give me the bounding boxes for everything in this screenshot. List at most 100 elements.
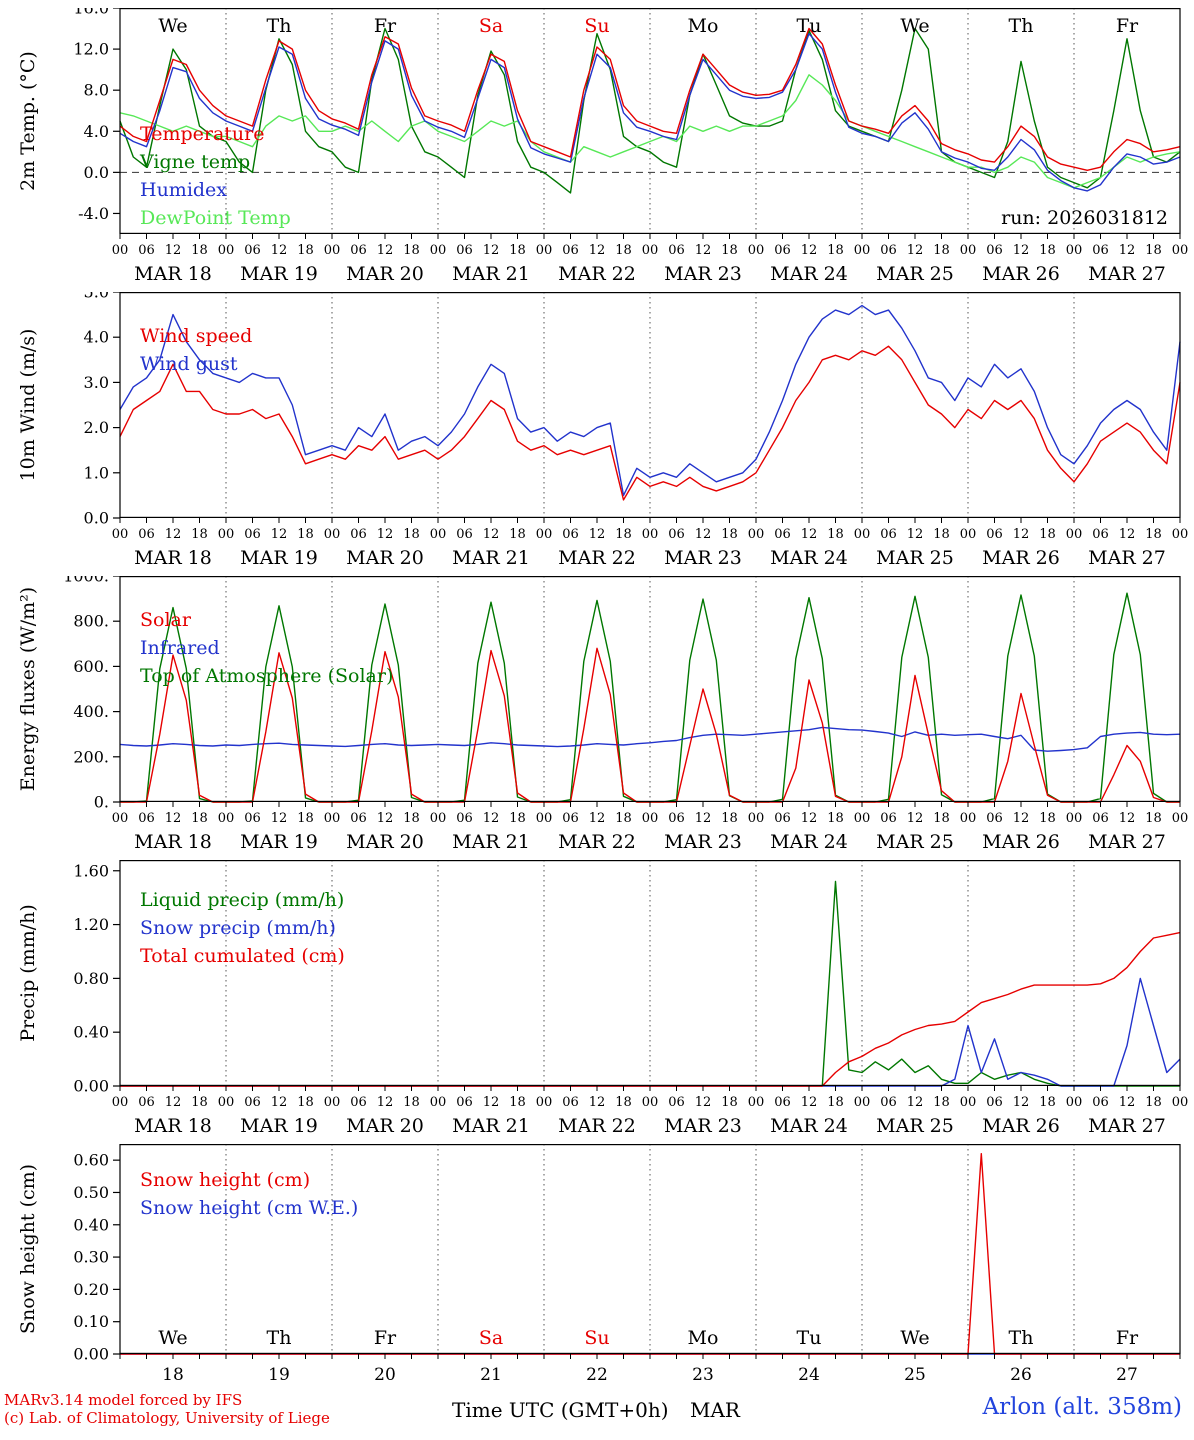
hour-tick-label: 00 — [1066, 1095, 1083, 1110]
series-top-of-atmosphere-solar-line — [120, 592, 1180, 803]
day-tick-label: MAR 20 — [346, 1115, 424, 1137]
station-label: Arlon (alt. 358m) — [982, 1394, 1182, 1420]
hour-tick-label: 06 — [774, 527, 791, 542]
hour-tick-label: 12 — [589, 243, 606, 258]
hour-tick-label: 12 — [377, 1095, 394, 1110]
hour-tick-label: 00 — [536, 1095, 553, 1110]
hour-tick-label: 00 — [642, 1095, 659, 1110]
hour-tick-label: 00 — [960, 811, 977, 826]
day-number-label: 20 — [374, 1365, 396, 1385]
hour-tick-label: 06 — [1092, 1095, 1109, 1110]
legend-total-cumulated-cm: Total cumulated (cm) — [140, 945, 345, 967]
day-tick-label: MAR 27 — [1088, 547, 1166, 569]
y-axis-title: 10m Wind (m/s) — [17, 329, 39, 482]
hour-tick-label: 06 — [986, 1095, 1003, 1110]
hour-tick-label: 00 — [1066, 527, 1083, 542]
day-name-label: Sa — [479, 15, 503, 37]
day-tick-label: MAR 23 — [664, 831, 742, 853]
hour-tick-label: 18 — [297, 811, 314, 826]
day-tick-label: MAR 25 — [876, 1115, 954, 1137]
hour-tick-label: 00 — [112, 1095, 129, 1110]
hour-tick-label: 06 — [456, 243, 473, 258]
hour-tick-label: 00 — [1172, 527, 1189, 542]
hour-tick-label: 12 — [801, 1095, 818, 1110]
x-axis-title: Time UTC (GMT+0h) — [452, 1398, 669, 1422]
day-tick-label: MAR 21 — [452, 1115, 530, 1137]
hour-tick-label: 06 — [1092, 243, 1109, 258]
hour-tick-label: 12 — [1013, 527, 1030, 542]
hour-tick-label: 06 — [1092, 527, 1109, 542]
y-tick-label: 0.40 — [73, 1023, 109, 1042]
day-tick-label: MAR 25 — [876, 547, 954, 569]
y-tick-label: 0.0 — [84, 509, 109, 528]
hour-tick-label: 12 — [483, 1095, 500, 1110]
y-tick-label: 8.0 — [84, 81, 109, 100]
hour-tick-label: 18 — [1039, 811, 1056, 826]
y-tick-label: 0.0 — [84, 163, 109, 182]
hour-tick-label: 12 — [907, 527, 924, 542]
day-tick-label: MAR 25 — [876, 263, 954, 285]
day-name-label: Tu — [797, 15, 822, 37]
hour-tick-label: 12 — [165, 1095, 182, 1110]
series-wind-gust-line — [119, 304, 1181, 497]
series-vigne-temp-line — [119, 27, 1181, 194]
day-tick-label: MAR 18 — [134, 831, 212, 853]
day-tick-label: MAR 22 — [558, 831, 636, 853]
legend-liquid-precip-mm-h: Liquid precip (mm/h) — [140, 889, 344, 911]
hour-tick-label: 12 — [271, 811, 288, 826]
day-tick-label: MAR 27 — [1088, 263, 1166, 285]
legend-infrared: Infrared — [140, 637, 220, 659]
hour-tick-label: 06 — [668, 243, 685, 258]
day-name-label: Th — [267, 15, 292, 37]
legend-vigne-temp: Vigne temp — [139, 151, 250, 173]
hour-tick-label: 00 — [642, 243, 659, 258]
legend-snow-height-cm-w-e: Snow height (cm W.E.) — [140, 1197, 358, 1219]
day-tick-label: MAR 23 — [664, 263, 742, 285]
hour-tick-label: 18 — [721, 1095, 738, 1110]
hour-tick-label: 06 — [456, 811, 473, 826]
hour-tick-label: 00 — [218, 243, 235, 258]
hour-tick-label: 00 — [960, 1095, 977, 1110]
legend-solar: Solar — [140, 609, 192, 631]
day-tick-label: MAR 25 — [876, 831, 954, 853]
y-tick-label: 0.60 — [73, 1151, 109, 1170]
hour-tick-label: 18 — [403, 527, 420, 542]
hour-tick-label: 12 — [695, 811, 712, 826]
hour-tick-label: 18 — [933, 243, 950, 258]
hour-tick-label: 12 — [907, 811, 924, 826]
day-tick-label: MAR 18 — [134, 263, 212, 285]
hour-tick-label: 00 — [112, 243, 129, 258]
hour-tick-label: 06 — [350, 527, 367, 542]
hour-tick-label: 12 — [483, 811, 500, 826]
day-number-label: 25 — [904, 1365, 926, 1385]
hour-tick-label: 12 — [801, 243, 818, 258]
day-tick-label: MAR 27 — [1088, 1115, 1166, 1137]
y-tick-label: 1.60 — [73, 861, 109, 880]
hour-tick-label: 00 — [960, 527, 977, 542]
day-tick-label: MAR 19 — [240, 263, 318, 285]
hour-tick-label: 00 — [1172, 811, 1189, 826]
hour-tick-label: 18 — [827, 527, 844, 542]
day-name-label: We — [158, 15, 187, 37]
hour-tick-label: 18 — [509, 527, 526, 542]
hour-tick-label: 00 — [324, 1095, 341, 1110]
y-tick-label: 800. — [73, 612, 109, 631]
model-credit-line2: (c) Lab. of Climatology, University of L… — [4, 1409, 330, 1427]
hour-tick-label: 18 — [509, 1095, 526, 1110]
hour-tick-label: 00 — [1066, 243, 1083, 258]
hour-tick-label: 18 — [403, 243, 420, 258]
day-tick-label: MAR 24 — [770, 831, 848, 853]
precip-chart: 0.00 0.40 0.80 1.20 1.60 00 06 12 18 00 06 12 18 00 06… — [17, 860, 1188, 1137]
hour-tick-label: 06 — [668, 1095, 685, 1110]
day-name-label: Fr — [374, 15, 397, 37]
day-tick-label: MAR 22 — [558, 263, 636, 285]
panel-snow-height: 0.00 0.10 0.20 0.30 0.40 0.50 0.60 18 19 20 21 22 23… — [0, 1144, 1194, 1390]
y-tick-label: 4.0 — [84, 328, 109, 347]
hour-tick-label: 06 — [138, 243, 155, 258]
hour-tick-label: 18 — [1145, 1095, 1162, 1110]
hour-tick-label: 12 — [1013, 811, 1030, 826]
series-infrared-line — [119, 726, 1181, 752]
hour-tick-label: 00 — [324, 243, 341, 258]
hour-tick-label: 18 — [827, 243, 844, 258]
hour-tick-label: 06 — [350, 1095, 367, 1110]
